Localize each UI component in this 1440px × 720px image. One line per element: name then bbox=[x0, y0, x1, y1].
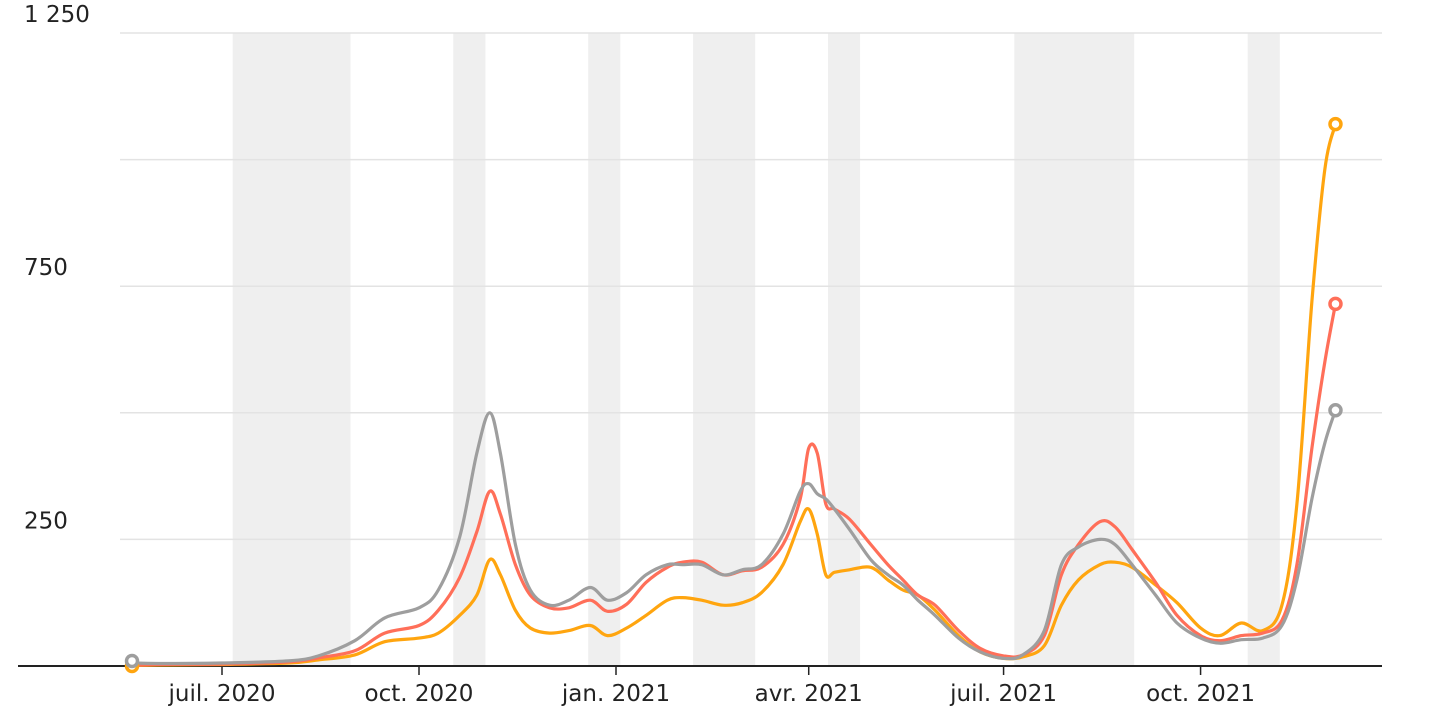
series-end-marker-1 bbox=[1328, 296, 1343, 312]
shaded-period-2 bbox=[453, 33, 486, 666]
series-end-marker-3 bbox=[1328, 403, 1343, 418]
series-lines bbox=[130, 122, 1338, 668]
y-gridlines bbox=[120, 32, 1382, 541]
x-axis: juil. 2020 oct. 2020 jan. 2021 avr. 2021 jui… bbox=[168, 666, 1255, 707]
x-tick-label-2021-04-01: avr. 2021 bbox=[755, 681, 863, 707]
x-tick-label-2021-10-01: oct. 2021 bbox=[1146, 681, 1255, 707]
series-end-marker-2 bbox=[1328, 116, 1343, 132]
y-tick-label-1250: 1 250 bbox=[24, 2, 90, 28]
shaded-period-3 bbox=[588, 33, 621, 666]
y-axis-labels: 250 750 1 250 bbox=[24, 2, 90, 534]
x-tick-label-2020-07-01: juil. 2020 bbox=[168, 681, 276, 707]
x-tick-label-2021-01-01: jan. 2021 bbox=[561, 681, 670, 707]
line-end-markers bbox=[124, 116, 1343, 674]
series-line-3 bbox=[130, 408, 1338, 666]
y-tick-label-750: 750 bbox=[24, 255, 68, 281]
shaded-period-4 bbox=[693, 33, 756, 666]
x-tick-label-2020-10-01: oct. 2020 bbox=[365, 681, 474, 707]
shaded-period-5 bbox=[827, 33, 861, 666]
y-tick-label-250: 250 bbox=[24, 508, 68, 534]
shaded-period-1 bbox=[232, 33, 351, 666]
series-line-2 bbox=[130, 122, 1338, 668]
shaded-period-6 bbox=[1014, 33, 1135, 666]
x-tick-label-2021-07-01: juil. 2021 bbox=[949, 681, 1057, 707]
series-start-marker-2 bbox=[124, 653, 140, 669]
shaded-periods bbox=[232, 33, 1280, 666]
series-line-1 bbox=[130, 302, 1338, 668]
shaded-period-7 bbox=[1247, 33, 1280, 666]
